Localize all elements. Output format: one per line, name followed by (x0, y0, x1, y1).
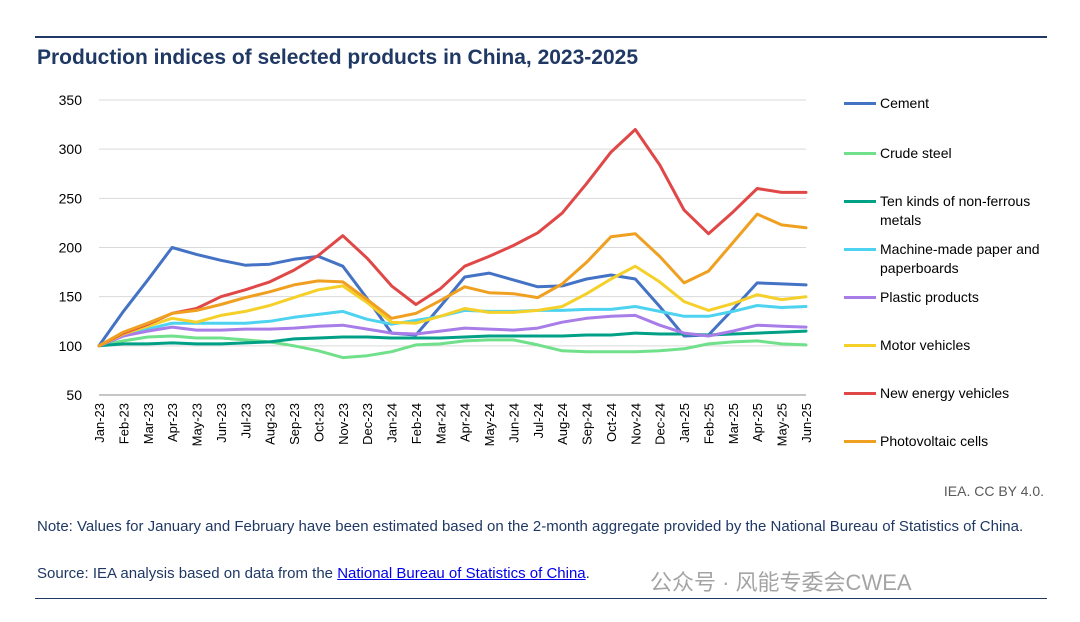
watermark-text: 公众号 · 风能专委会CWEA (650, 570, 912, 595)
x-tick-label: Mar-23 (141, 403, 156, 444)
legend-label: New energy vehicles (880, 385, 1010, 401)
x-tick-label: Sep-24 (580, 403, 595, 445)
series-line (97, 264, 808, 348)
y-tick-label: 250 (59, 190, 83, 206)
legend-label: Crude steel (880, 145, 952, 161)
legend-swatch (844, 152, 876, 155)
legend-label: Photovoltaic cells (880, 433, 989, 449)
x-tick-label: Apr-25 (750, 403, 765, 442)
x-tick-label: Jul-23 (238, 403, 253, 438)
x-tick-label: Sep-23 (287, 403, 302, 445)
legend-label: Plastic products (880, 289, 979, 305)
y-tick-label: 350 (59, 92, 83, 108)
legend-swatch (844, 102, 876, 105)
legend-label: Machine-made paper and paperboards (880, 241, 1040, 276)
legend-swatch (844, 200, 876, 203)
x-tick-label: Jun-24 (506, 403, 521, 443)
legend-item: Ten kinds of non-ferrous metals (844, 192, 1050, 230)
x-tick-label: Jun-25 (799, 403, 814, 443)
legend-swatch (844, 440, 876, 443)
legend-item: Cement (844, 94, 929, 113)
x-tick-label: Nov-24 (628, 403, 643, 445)
x-tick-label: May-24 (482, 403, 497, 446)
y-tick-label: 300 (59, 141, 83, 157)
y-tick-label: 50 (66, 387, 82, 403)
series-line (97, 128, 808, 348)
x-tick-label: Oct-24 (604, 403, 619, 442)
x-tick-label: Nov-23 (336, 403, 351, 445)
source-prefix: Source: IEA analysis based on data from … (37, 565, 338, 582)
series-line (97, 334, 808, 360)
legend-item: Motor vehicles (844, 336, 970, 355)
x-tick-label: Jan-23 (92, 403, 107, 443)
bottom-rule (35, 598, 1047, 599)
x-tick-label: Jan-24 (385, 403, 400, 443)
legend-label: Cement (880, 95, 930, 111)
legend-swatch (844, 392, 876, 395)
x-tick-label: Aug-24 (555, 403, 570, 445)
legend-item: Machine-made paper and paperboards (844, 240, 1050, 278)
legend-swatch (844, 296, 876, 299)
y-tick-label: 200 (59, 240, 83, 256)
x-tick-label: Apr-24 (458, 403, 473, 442)
note-text: Note: Values for January and February ha… (37, 518, 1024, 535)
top-rule (35, 36, 1047, 38)
legend-label: Motor vehicles (880, 337, 971, 353)
legend-item: Photovoltaic cells (844, 432, 988, 451)
chart-title: Production indices of selected products … (37, 46, 638, 69)
x-tick-label: Apr-23 (165, 403, 180, 442)
series-line (97, 313, 808, 348)
x-tick-label: Feb-25 (701, 403, 716, 444)
x-tick-label: Feb-24 (409, 403, 424, 444)
y-tick-label: 100 (59, 338, 83, 354)
y-tick-label: 150 (59, 289, 83, 305)
x-tick-label: Mar-24 (433, 403, 448, 444)
x-tick-label: Jul-24 (531, 403, 546, 438)
x-tick-label: Dec-23 (360, 403, 375, 445)
x-tick-label: Aug-23 (263, 403, 278, 445)
legend-swatch (844, 248, 876, 251)
x-tick-label: Feb-23 (116, 403, 131, 444)
legend-label: Ten kinds of non-ferrous metals (880, 193, 1031, 228)
legend-item: Crude steel (844, 144, 952, 163)
source-link[interactable]: National Bureau of Statistics of China (337, 565, 586, 582)
series-line (97, 212, 808, 348)
legend-swatch (844, 344, 876, 347)
series-line (97, 246, 808, 348)
x-tick-label: May-25 (775, 403, 790, 446)
x-tick-label: Mar-25 (726, 403, 741, 444)
x-tick-label: Jan-25 (677, 403, 692, 443)
legend-item: Plastic products (844, 288, 979, 307)
source-suffix: . (585, 565, 590, 582)
x-tick-label: Jun-23 (214, 403, 229, 443)
legend-item: New energy vehicles (844, 384, 1009, 403)
source-text: Source: IEA analysis based on data from … (37, 565, 590, 582)
x-tick-label: Dec-24 (653, 403, 668, 445)
x-tick-label: May-23 (190, 403, 205, 446)
credit-text: IEA. CC BY 4.0. (943, 483, 1044, 499)
x-tick-label: Oct-23 (311, 403, 326, 442)
